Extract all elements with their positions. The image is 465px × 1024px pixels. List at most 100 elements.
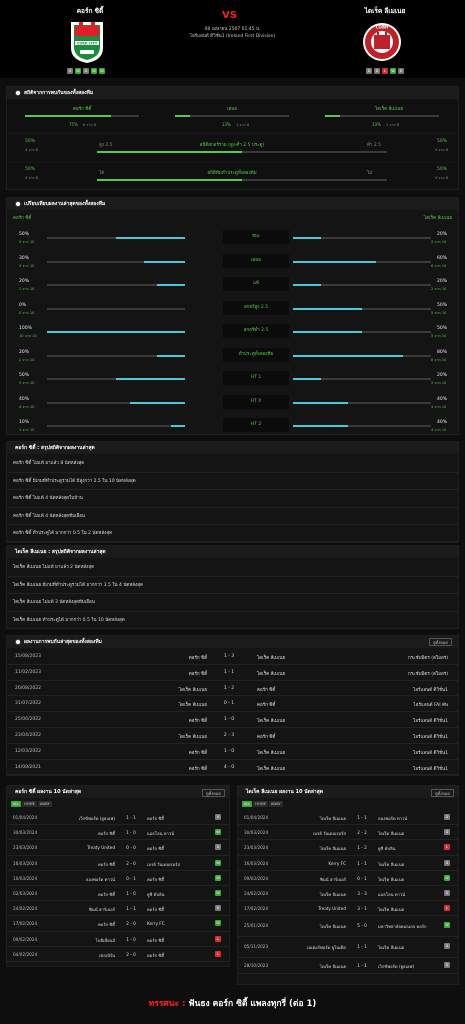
match-date: 10/03/2024 xyxy=(13,875,38,881)
match-score: 1 - 1 xyxy=(357,860,367,866)
match-score: 1 - 0 xyxy=(126,936,136,942)
recent-match-row[interactable]: 16/03/2024 Kerry FC 1 - 1 ไดเร็ค ลีเมเนย D xyxy=(238,856,458,871)
bar-fill xyxy=(293,307,362,310)
bar-fill xyxy=(97,179,242,181)
football-icon xyxy=(15,90,21,96)
match-score: 1 - 0 xyxy=(126,830,136,836)
verdict: ทรรศนะ : ฟันธง คอร์ก ซิตี้ แพลงทุกรี่ (ต… xyxy=(0,996,465,1010)
tab-away[interactable]: AWAY xyxy=(268,801,283,807)
view-all-button[interactable]: ดูทั้งหมด xyxy=(430,789,454,797)
home-pct: 100% xyxy=(19,326,32,331)
compare-row: 0% 0 จาก 10 สกอร์สูง 2.5 50% 5 จาก 10 xyxy=(7,300,458,321)
match-home: ไดเร็ค ลีเมเนย xyxy=(178,735,207,740)
recent-match-row[interactable]: 01/04/2024 ไดเร็ค ลีเมเนย 1 - 1 ลองฟอร์ด ทา… xyxy=(238,810,458,826)
match-home: คอร์ก ซิตี้ xyxy=(98,831,115,837)
home-bar xyxy=(47,237,185,239)
compare-label: HT 2 xyxy=(223,418,289,432)
recent-match-row[interactable]: 30/03/2024 คอร์ก ซิตี้ 1 - 0 แอธโลน ทาวน์ W xyxy=(7,825,229,841)
match-league: ไอร์แลนด์ ดิวิชั่น1 (Ireland First Divis… xyxy=(189,34,276,39)
tab-home[interactable]: HOME xyxy=(22,801,37,807)
home-pct: 0% xyxy=(19,302,27,308)
away-logo-text: COBH xyxy=(376,25,389,30)
away-pct: 50% xyxy=(437,326,448,331)
right-pct: 50% xyxy=(437,139,448,144)
h2h-match-row[interactable]: 12/03/2022 คอร์ก ซิตี้ 1 - 0 ไดเร็ค ลีเมเนย… xyxy=(7,744,458,760)
bar-fill xyxy=(129,401,185,404)
compare-row: 10% 1 จาก 10 HT 2 40% 4 จาก 10 xyxy=(7,418,458,438)
bar-fill xyxy=(293,331,362,333)
match-date: 14/08/2021 xyxy=(15,764,41,770)
summary-line: คอร์ก ซิตี้ ไม่แพ้ 4 นัดหลังสุดในบ้าน xyxy=(7,490,458,508)
tab-all[interactable]: ALL xyxy=(11,801,22,807)
match-away: แอธโลน ทาวน์ xyxy=(147,831,175,837)
match-away: คอร์ก ซิตี้ xyxy=(257,687,276,693)
bar-fill xyxy=(143,260,185,263)
recent-match-row[interactable]: 23/03/2024 ไดเร็ค ลีเมเนย 1 - 2 ยูซี ดับลิน… xyxy=(238,840,458,856)
section-header: ไดเร็ค ลีเมเนย ผลงาน 10 นัดล่าสุด xyxy=(238,786,458,798)
recent-match-row[interactable]: 01/04/2024 เว็กซ์ฟอร์ด (ยูธเอฟ) 1 - 1 คอร์ก… xyxy=(7,810,229,826)
home-bar xyxy=(47,401,185,404)
recent-match-row[interactable]: 28/10/2023 ไดเร็ค ลีเมเนย 1 - 1 เว็กซ์ฟอร์ด… xyxy=(238,958,458,974)
section-header: สถิติจากการพบกันของทั้งสองทีม xyxy=(7,87,458,99)
tab-all[interactable]: ALL xyxy=(242,801,253,807)
h2h-match-row[interactable]: 25/06/2022 คอร์ก ซิตี้ 1 - 0 ไดเร็ค ลีเมเนย… xyxy=(7,712,458,728)
section-header: ไดเร็ค ลีเมเนย : สรุปสถิติจากผลงานล่าสุด xyxy=(7,546,458,558)
recent-match-row[interactable]: 16/03/2024 คอร์ก ซิตี้ 2 - 0 เบรย์ วันเดอเร… xyxy=(7,856,229,871)
match-score: 1 - 0 xyxy=(126,891,136,896)
h2h-home-pct: 75% xyxy=(69,122,78,127)
home-pct: 20% xyxy=(19,349,30,355)
home-count: 10 จาก 10 xyxy=(19,334,37,338)
home-pct: 50% xyxy=(19,373,30,378)
away-pct: 50% xyxy=(437,302,448,308)
recent-match-row[interactable]: 30/03/2024 เบรย์ วันเดอเรอร์ส 2 - 2 ไดเร็ค … xyxy=(238,825,458,841)
h2h-match-row[interactable]: 23/04/2022 ไดเร็ค ลีเมเนย 2 - 3 คอร์ก ซิตี้… xyxy=(7,728,458,744)
recent-match-row[interactable]: 04/02/2024 เชลเบิร์น 2 - 0 คอร์ก ซิตี้ L xyxy=(7,947,229,962)
h2h-match-row[interactable]: 15/08/2023 คอร์ก ซิตี้ 1 - 3 ไดเร็ค ลีเมเนย… xyxy=(7,649,458,665)
compare-away-name: ไดเร็ค ลีเมเนย xyxy=(423,216,452,221)
recent-match-row[interactable]: 09/03/2024 ฟินน์ ฮาร์เบอร์ 0 - 1 ไดเร็ค ลีเ… xyxy=(238,871,458,886)
away-bar xyxy=(293,260,431,263)
tab-away[interactable]: AWAY xyxy=(37,801,52,807)
match-date: 12/03/2022 xyxy=(15,748,41,754)
match-score: 2 - 3 xyxy=(223,733,235,738)
recent-match-row[interactable]: 10/03/2024 ลองฟอร์ด ทาวน์ 0 - 1 คอร์ก ซิตี้… xyxy=(7,871,229,886)
match-score: 1 - 1 xyxy=(357,963,367,969)
recent-match-row[interactable]: 25/01/2024 ไดเร็ค ลีเมเนย 5 - 0 มหาวิทยาลัย… xyxy=(238,916,458,938)
recent-match-row[interactable]: 24/02/2024 ฟินน์ ฮาร์เบอร์ 1 - 1 คอร์ก ซิตี… xyxy=(7,901,229,917)
home-count: 0 จาก 10 xyxy=(19,310,35,315)
away-pct: 20% xyxy=(437,279,448,284)
home-count: 1 จาก 10 xyxy=(19,428,35,432)
filter-tabs: ALL HOME AWAY xyxy=(11,801,53,807)
vs-label: VS xyxy=(222,10,237,21)
summary-text: คอร์ก ซิตี้ ทำประตูได้ มากกว่า 0.5 ใน 2 … xyxy=(13,531,113,536)
recent-match-row[interactable]: 05/11/2023 วอเตอร์ฟอร์ด ยูไนเต็ด 1 - 1 ไดเร… xyxy=(238,937,458,959)
match-home: Treaty United xyxy=(87,845,115,851)
right-count: 4 จาก 8 xyxy=(435,176,449,180)
recent-match-row[interactable]: 23/03/2024 Treaty United 0 - 0 คอร์ก ซิตี้ D xyxy=(7,840,229,856)
result-badge: D xyxy=(444,829,450,836)
left-count: 4 จาก 8 xyxy=(25,148,39,152)
home-team-name: คอร์ก ซิตี้ xyxy=(76,7,104,15)
h2h-match-row[interactable]: 14/08/2021 คอร์ก ซิตี้ 4 - 0 ไดเร็ค ลีเมเนย… xyxy=(7,760,458,776)
away-count: 2 จาก 10 xyxy=(431,381,447,385)
bar-fill xyxy=(293,354,404,357)
match-home: คอร์ก ซิตี้ xyxy=(188,750,207,756)
recent-match-row[interactable]: 17/02/2024 Treaty United 3 - 1 ไดเร็ค ลีเมเ… xyxy=(238,901,458,917)
match-date: 15/08/2023 xyxy=(15,654,41,659)
view-all-button[interactable]: ดูทั้งหมด xyxy=(428,638,452,646)
result-badge: D xyxy=(444,943,450,950)
home-pct: 40% xyxy=(19,396,30,402)
recent-match-row[interactable]: 17/02/2024 คอร์ก ซิตี้ 2 - 0 Kerry FC W xyxy=(7,916,229,932)
summary-line: คอร์ก ซิตี้ ไม่แพ้ มาแล้ว 8 นัดหลังสุด xyxy=(7,455,458,473)
summary-text: ไดเร็ค ลีเมเนย ทำประตูได้ มากกว่า 0.5 ใน… xyxy=(13,617,125,623)
recent-match-row[interactable]: 09/02/2024 โบฮีเมี่ยนส์ 1 - 0 คอร์ก ซิตี้ L xyxy=(7,932,229,947)
h2h-match-row[interactable]: 31/07/2022 ไดเร็ค ลีเมเนย 0 - 1 คอร์ก ซิตี้… xyxy=(7,696,458,713)
view-all-button[interactable]: ดูทั้งหมด xyxy=(201,789,225,797)
compare-label: สกอร์ต่ำ 2.5 xyxy=(223,324,289,338)
h2h-match-row[interactable]: 11/02/2023 คอร์ก ซิตี้ 1 - 1 ไดเร็ค ลีเมเนย… xyxy=(7,665,458,681)
match-home: ไดเร็ค ลีเมเนย xyxy=(178,687,207,693)
recent-match-row[interactable]: 02/03/2024 คอร์ก ซิตี้ 1 - 0 ยูซี ดับลิน W xyxy=(7,886,229,902)
h2h-match-row[interactable]: 20/08/2022 ไดเร็ค ลีเมเนย 1 - 2 คอร์ก ซิตี้… xyxy=(7,681,458,697)
recent-match-row[interactable]: 24/02/2024 ไดเร็ค ลีเมเนย 3 - 3 แอธโลน ทาวน… xyxy=(238,886,458,902)
tab-home[interactable]: HOME xyxy=(253,801,268,807)
